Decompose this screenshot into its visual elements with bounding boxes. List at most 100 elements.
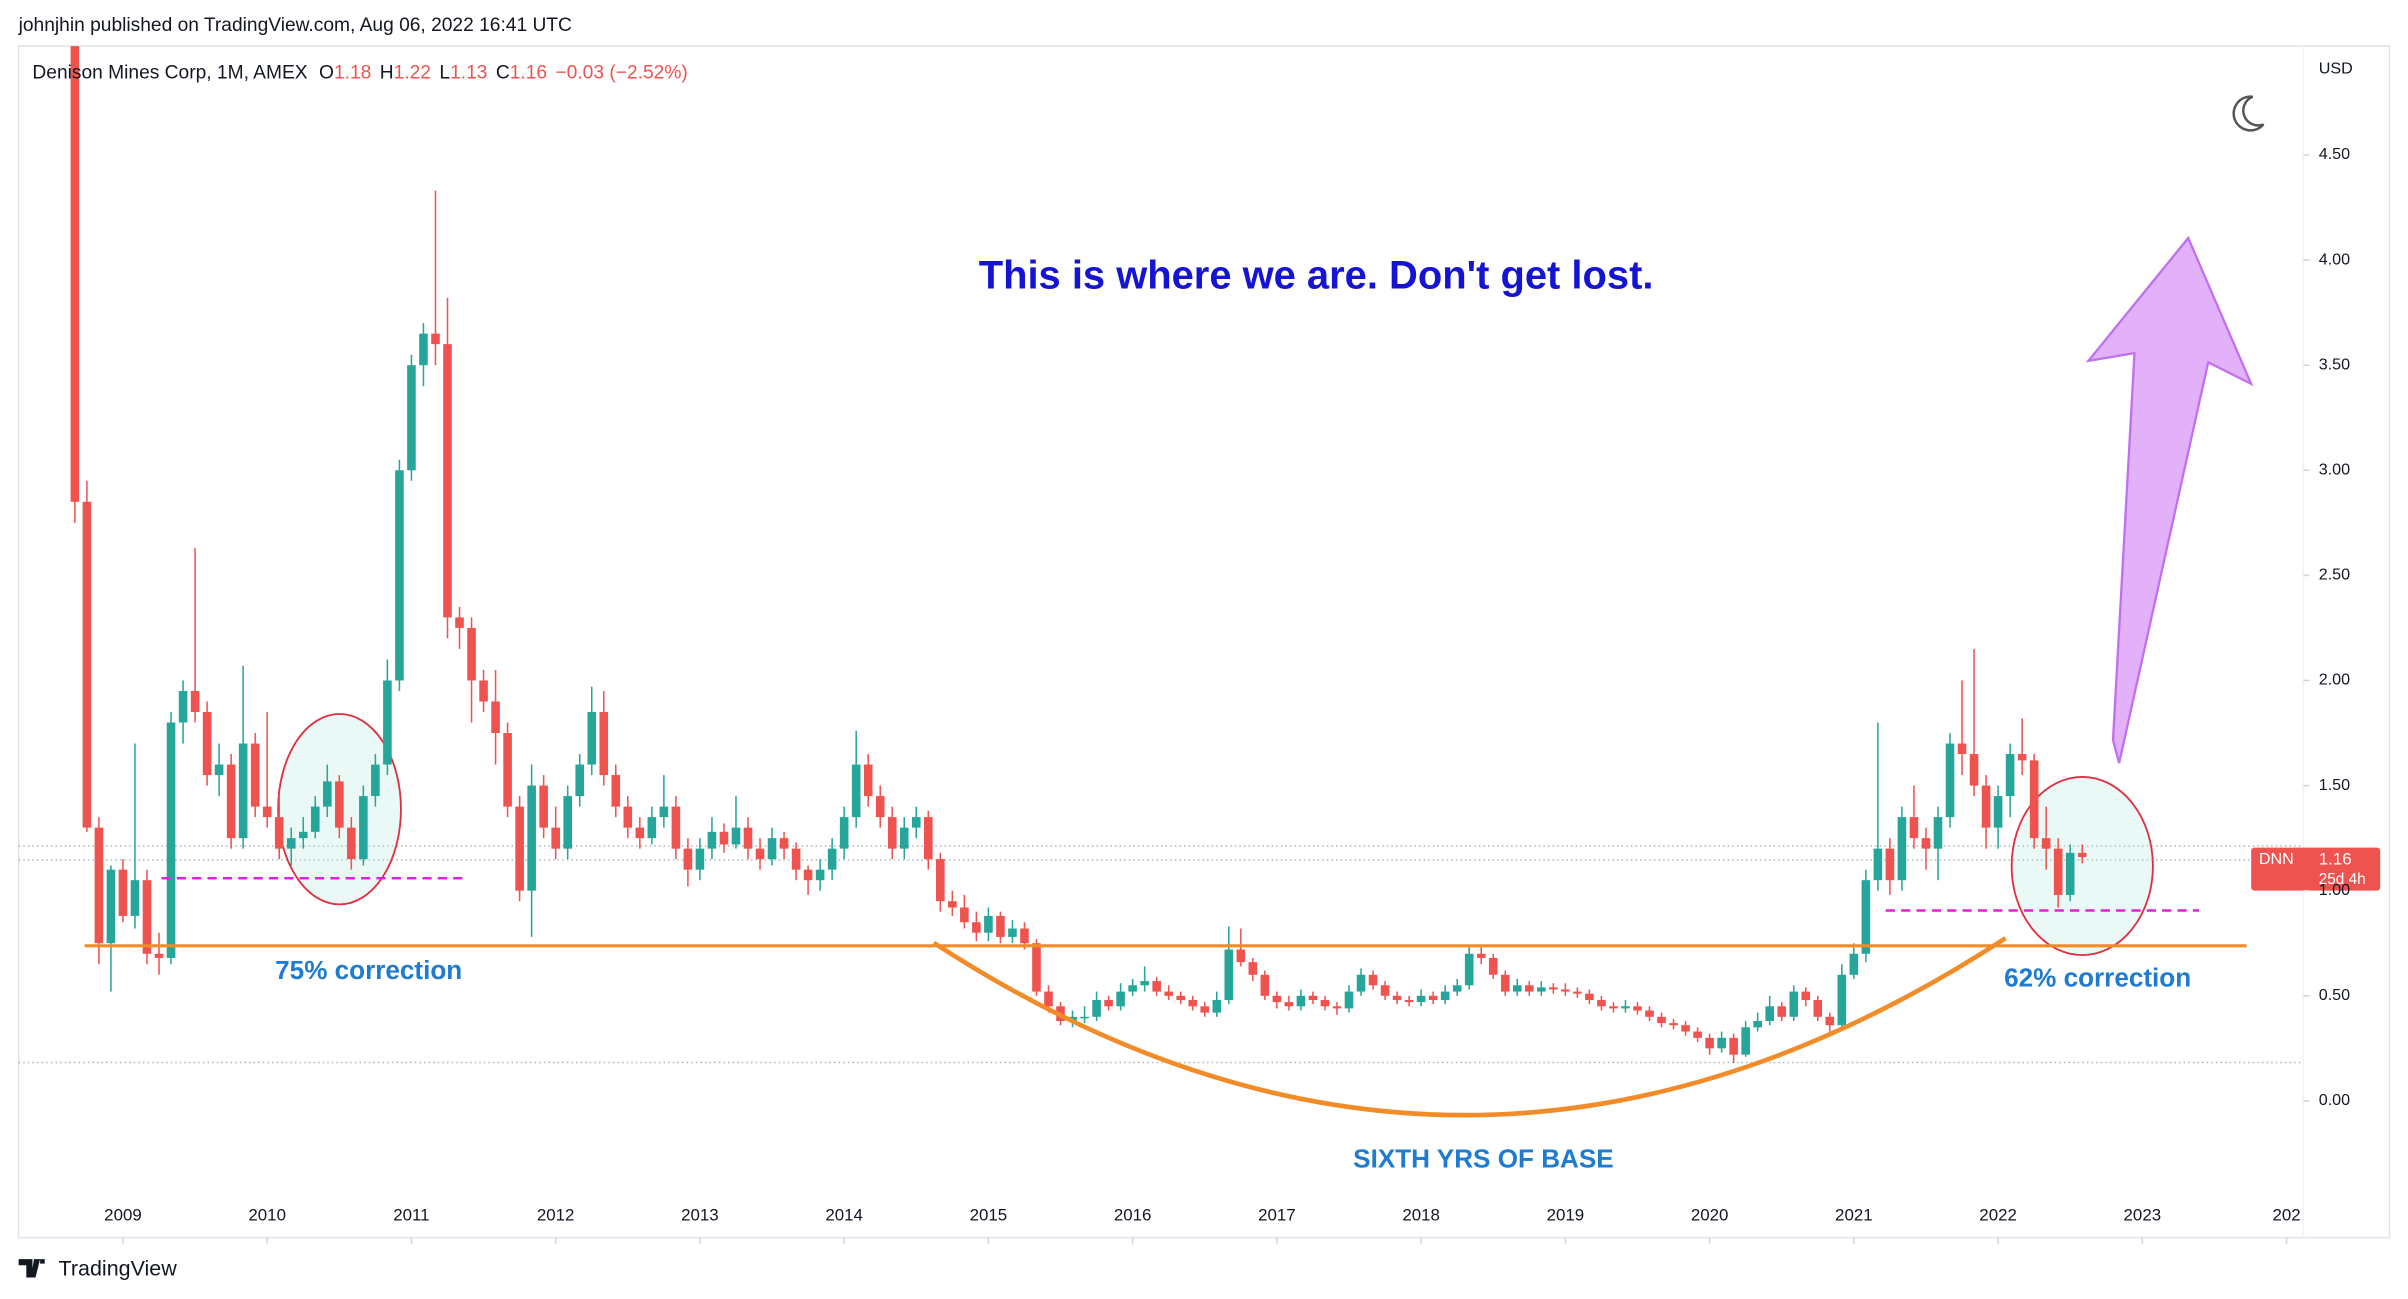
candle-body — [1464, 953, 1474, 986]
candle-body — [142, 880, 152, 954]
candle-body — [984, 915, 993, 933]
y-tick-label: 3.00 — [2319, 461, 2350, 479]
candle-body — [899, 827, 909, 849]
y-tick-label: 4.00 — [2319, 250, 2350, 268]
arrow — [2085, 235, 2254, 764]
candle-body — [527, 785, 536, 891]
x-tick-label: 2021 — [1835, 1206, 1873, 1225]
candle-body — [1645, 1010, 1654, 1017]
y-tick-label: 0.00 — [2319, 1091, 2350, 1109]
candle-body — [190, 690, 200, 713]
candle-body — [1356, 974, 1366, 992]
candle-body — [1272, 995, 1282, 1003]
legend-title: Denison Mines Corp, 1M, AMEX — [32, 63, 307, 84]
candle-body — [1176, 995, 1186, 1000]
candle-body — [130, 880, 140, 916]
candle-body — [731, 827, 741, 845]
candle-body — [1380, 985, 1390, 996]
x-tick-label: 2015 — [970, 1206, 1008, 1225]
x-tick-label: 2018 — [1402, 1206, 1440, 1225]
candle-body — [2077, 852, 2087, 858]
candle-body — [503, 733, 512, 807]
candle-body — [803, 869, 813, 881]
candle-body — [202, 712, 212, 776]
candle-body — [755, 848, 765, 860]
candle-body — [1933, 817, 1943, 849]
y-tick-label: 1.50 — [2319, 776, 2350, 794]
candle-body — [2029, 760, 2039, 839]
candle-body — [839, 817, 849, 849]
candle-body — [1789, 991, 1799, 1017]
candle-body — [1861, 880, 1871, 954]
candle-body — [924, 817, 933, 860]
candle-body — [178, 690, 188, 723]
candle-body — [310, 806, 320, 832]
candle-body — [491, 701, 500, 734]
candle-body — [1044, 991, 1053, 1007]
candle-body — [1404, 999, 1414, 1003]
candle-body — [1284, 1002, 1294, 1007]
candle-body — [1681, 1025, 1690, 1032]
candle-body — [1164, 991, 1173, 996]
candle-body — [1537, 987, 1546, 992]
candle-body — [743, 827, 753, 849]
candle-body — [996, 915, 1005, 937]
legend-label: L — [439, 63, 450, 84]
annotation: This is where we are. Don't get lost. — [979, 253, 1654, 297]
candle-body — [154, 953, 164, 958]
candle-body — [1909, 817, 1919, 839]
candle-body — [1392, 995, 1402, 1000]
candle-body — [587, 712, 597, 765]
candle-body — [1512, 985, 1522, 992]
candle-body — [887, 817, 897, 849]
candle-body — [1825, 1016, 1835, 1026]
candle-body — [1969, 754, 1979, 786]
x-tick-label: 2016 — [1114, 1206, 1152, 1225]
annotation: 62% correction — [2004, 963, 2191, 993]
candle-body — [1849, 953, 1859, 975]
candle-body — [1092, 999, 1101, 1017]
candle-body — [1777, 1006, 1787, 1017]
legend-label: O — [319, 63, 334, 84]
annotation: SIXTH YRS OF BASE — [1353, 1144, 1614, 1174]
candle-body — [286, 838, 296, 849]
candle-body — [623, 806, 633, 828]
y-tick-label: 0.50 — [2319, 986, 2350, 1004]
candle-body — [1320, 999, 1330, 1007]
footer-logo — [18, 1259, 45, 1278]
candle-body — [647, 817, 657, 839]
candle-body — [106, 869, 116, 944]
candle-body — [1248, 962, 1258, 975]
candle-body — [1116, 991, 1125, 1007]
candle-body — [960, 907, 969, 923]
candle-body — [226, 764, 236, 839]
price-tag — [2251, 847, 2381, 891]
candle-body — [972, 922, 981, 933]
theme-icon[interactable] — [2232, 95, 2265, 132]
x-tick-label: 2017 — [1258, 1206, 1296, 1225]
candle-body — [1525, 985, 1534, 992]
candle-body — [443, 344, 452, 618]
candle-body — [1717, 1037, 1726, 1049]
legend-value: 1.13 — [450, 63, 487, 84]
price-tag-value: 1.16 — [2319, 849, 2352, 868]
candle-body — [515, 806, 524, 891]
candle-body — [875, 796, 885, 818]
candle-body — [767, 838, 777, 860]
candle-body — [1452, 985, 1462, 992]
candle-body — [815, 869, 825, 881]
candle-body — [707, 831, 717, 849]
x-tick-label: 2019 — [1547, 1206, 1585, 1225]
frame — [17, 45, 2391, 1239]
y-tick-label: 4.50 — [2319, 145, 2350, 163]
candle-body — [467, 627, 476, 681]
candle-body — [719, 831, 729, 845]
candle-body — [2053, 848, 2063, 895]
candle-body — [1993, 796, 2003, 828]
legend-change: −0.03 — [555, 63, 604, 84]
candle-body — [1801, 991, 1811, 1000]
candle-body — [1621, 1006, 1630, 1009]
candle-body — [671, 806, 681, 849]
candle-body — [371, 764, 380, 797]
